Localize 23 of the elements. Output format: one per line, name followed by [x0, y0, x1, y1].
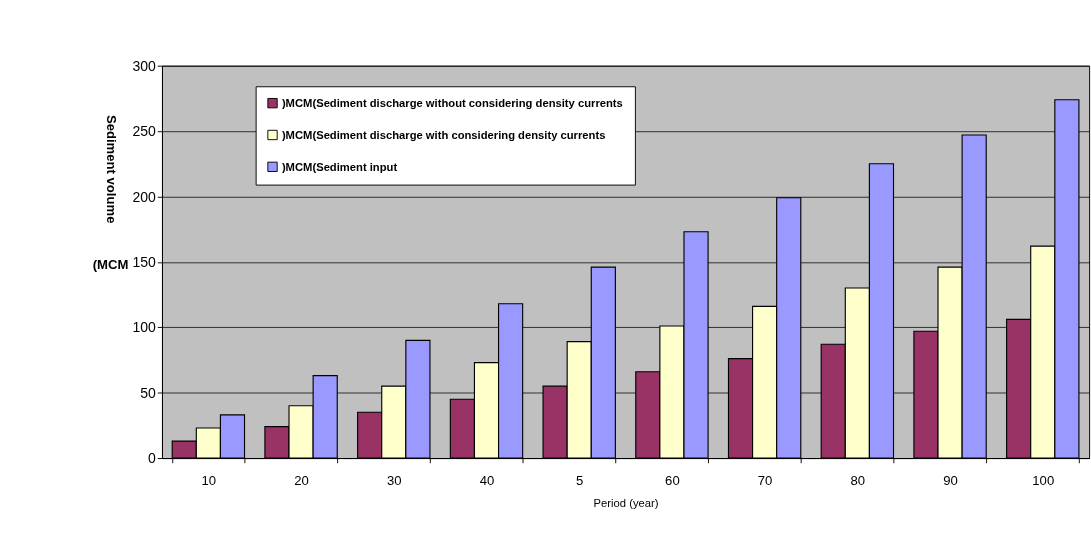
x-tick-label: 10 — [201, 472, 217, 488]
y-tick-label: 0 — [148, 450, 157, 467]
y-tick-label: 200 — [132, 188, 157, 205]
x-tick-label: 90 — [943, 472, 958, 488]
x-tick-label: 5 — [576, 472, 584, 488]
y-axis-title: Sediment volume — [104, 114, 120, 224]
legend-label: )MCM(Sediment discharge without considering density currents — [281, 96, 623, 109]
x-tick-label: 40 — [479, 472, 495, 488]
x-tick-label: 60 — [665, 472, 680, 488]
x-tick-label: 20 — [294, 472, 309, 488]
text: (MCM — [92, 256, 129, 272]
legend-label: )MCM(Sediment input — [281, 160, 398, 173]
y-tick-label: 250 — [132, 123, 157, 140]
y-tick-label: 150 — [132, 254, 157, 271]
x-tick-label: 80 — [850, 472, 866, 488]
x-axis-title: Period (year) — [593, 497, 659, 510]
y-tick-label: 50 — [140, 384, 157, 401]
legend-label: )MCM(Sediment discharge with considering density currents — [281, 128, 606, 141]
x-tick-label: 70 — [757, 472, 773, 488]
x-tick-label: 30 — [386, 472, 402, 488]
y-tick-label: 100 — [132, 319, 157, 336]
x-tick-label: 100 — [1032, 472, 1055, 488]
y-tick-label: 300 — [132, 57, 157, 74]
